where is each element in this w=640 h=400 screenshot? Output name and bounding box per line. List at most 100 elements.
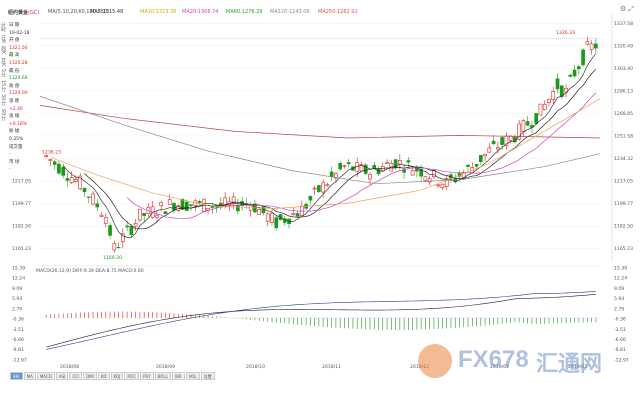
candle-body	[99, 214, 104, 217]
left-price-tick-label: 1165.23	[12, 246, 31, 252]
indicator-tab[interactable]: MA	[23, 372, 36, 380]
candle-body	[61, 166, 66, 176]
ma60-line	[51, 98, 601, 209]
period-tab[interactable]: 日K	[0, 35, 6, 44]
indicator-tab[interactable]: CCI	[69, 372, 83, 380]
indicator-tab[interactable]: ROC	[124, 372, 140, 380]
indicator-tab[interactable]: WR	[171, 372, 185, 380]
candle-body	[184, 201, 189, 211]
candle-body	[500, 137, 504, 145]
macd-tick-label: -9.81	[614, 347, 626, 353]
indicator-tab[interactable]: MACD	[36, 372, 55, 380]
period-tabs: 分时日K 周K 月K 5分 15分 30分 60分	[0, 22, 8, 123]
candle-body	[112, 243, 117, 251]
candle-body	[317, 185, 321, 192]
indicator-tab[interactable]: DMI	[83, 372, 97, 380]
expand-icon[interactable]: ⤢	[628, 5, 634, 13]
candle-body	[576, 66, 581, 70]
indicator-tab[interactable]: ASI	[55, 372, 69, 380]
candle-body	[517, 123, 521, 140]
macd-left-tick-label: 12.24	[12, 276, 25, 282]
date-label: 2018/09	[156, 364, 175, 370]
candle-body	[91, 193, 95, 205]
watermark-text-1: FX678	[458, 346, 529, 373]
macd-tick-label: 2.79	[614, 306, 624, 312]
candle-body	[167, 199, 172, 205]
macd-tick-label: 15.39	[614, 266, 627, 272]
indicator-tab[interactable]: KD	[97, 372, 110, 380]
info-row: 1324.00	[9, 91, 28, 97]
candle-body	[95, 203, 100, 208]
low-price-annotation: 1160.30	[103, 255, 122, 261]
candle-body	[423, 176, 428, 181]
candle-body	[334, 172, 338, 179]
indicator-tab[interactable]: 设置	[200, 372, 215, 380]
price-tick-label: 1286.13	[614, 88, 633, 94]
candle-body	[159, 202, 164, 206]
info-row: 日 期	[9, 23, 20, 28]
ma-label: MA60:1276.29	[226, 9, 263, 15]
period-tab[interactable]: 分时	[0, 22, 6, 32]
period-tab[interactable]: 60分	[0, 108, 6, 121]
candle-body	[142, 213, 146, 216]
candle-body	[274, 217, 279, 229]
candle-body	[48, 159, 53, 161]
info-row: 振 幅	[9, 129, 20, 135]
info-row: 1320.68	[9, 76, 28, 82]
candle-body	[534, 113, 539, 124]
candle-body	[444, 178, 449, 187]
candle-body	[325, 184, 330, 187]
candle-body	[385, 162, 389, 164]
instrument-code: (GC)	[28, 10, 40, 16]
candle-body	[419, 168, 423, 177]
period-tab[interactable]: 月K	[0, 57, 6, 66]
candle-body	[44, 155, 48, 157]
settings-icon[interactable]: ⚙	[619, 5, 627, 13]
macd-tick-label: 5.94	[614, 296, 624, 302]
candle-body	[321, 182, 325, 193]
macd-tick-label: -3.51	[614, 327, 626, 333]
candle-body	[312, 187, 317, 190]
left-price-tick-label: 1217.05	[12, 179, 31, 185]
period-tab[interactable]: 周K	[0, 46, 6, 55]
candle-body	[589, 43, 594, 50]
candle-body	[398, 160, 402, 165]
candle-body	[125, 225, 129, 228]
level-annotation: 1236.23	[42, 150, 61, 156]
indicator-tab[interactable]: BOLL	[154, 372, 171, 380]
candle-body	[176, 205, 181, 211]
indicator-tabs: BBI MA MACD ASI CCI DMI KD KDJ ROC PSY BOLL WR VOL 设置	[0, 372, 640, 381]
ma120-line	[39, 95, 601, 185]
ma5-line	[62, 53, 597, 238]
candle-body	[108, 225, 112, 236]
candle-body	[559, 85, 564, 97]
period-tab[interactable]: 15分	[0, 80, 6, 92]
macd-left-tick-label: 5.94	[12, 296, 22, 302]
candle-body	[231, 196, 236, 205]
top-bar: 纽约黄金(GC) MA(5,10,20,60,120,250) MA5:1315.…	[0, 0, 640, 22]
period-tab[interactable]: 30分	[0, 94, 6, 106]
price-tick-label: 1251.58	[614, 133, 633, 139]
indicator-tab[interactable]: KDJ	[110, 372, 124, 380]
indicator-tab[interactable]: VOL	[185, 372, 200, 380]
candle-body	[138, 208, 142, 221]
candle-body	[291, 213, 296, 216]
macd-left-tick-label: -0.36	[12, 317, 24, 323]
candle-body	[483, 153, 487, 157]
left-price-tick-label: 1182.50	[12, 224, 31, 230]
price-tick-label: 1268.85	[614, 111, 633, 117]
candle-body	[363, 164, 368, 174]
period-tab[interactable]: 5分	[0, 68, 6, 78]
ma-label: MA(5,10,20,60,120,250)	[48, 9, 109, 15]
macd-left-tick-label: 15.39	[12, 266, 25, 272]
candle-body	[542, 104, 547, 110]
candle-body	[210, 206, 215, 208]
ma-label: MA20:1308.74	[182, 9, 219, 15]
indicator-tab[interactable]: PSY	[140, 372, 154, 380]
candle-body	[564, 87, 568, 93]
indicator-tab[interactable]: BBI	[10, 372, 23, 380]
candle-body	[65, 178, 70, 181]
candle-body	[555, 78, 560, 90]
candle-body	[155, 214, 159, 218]
